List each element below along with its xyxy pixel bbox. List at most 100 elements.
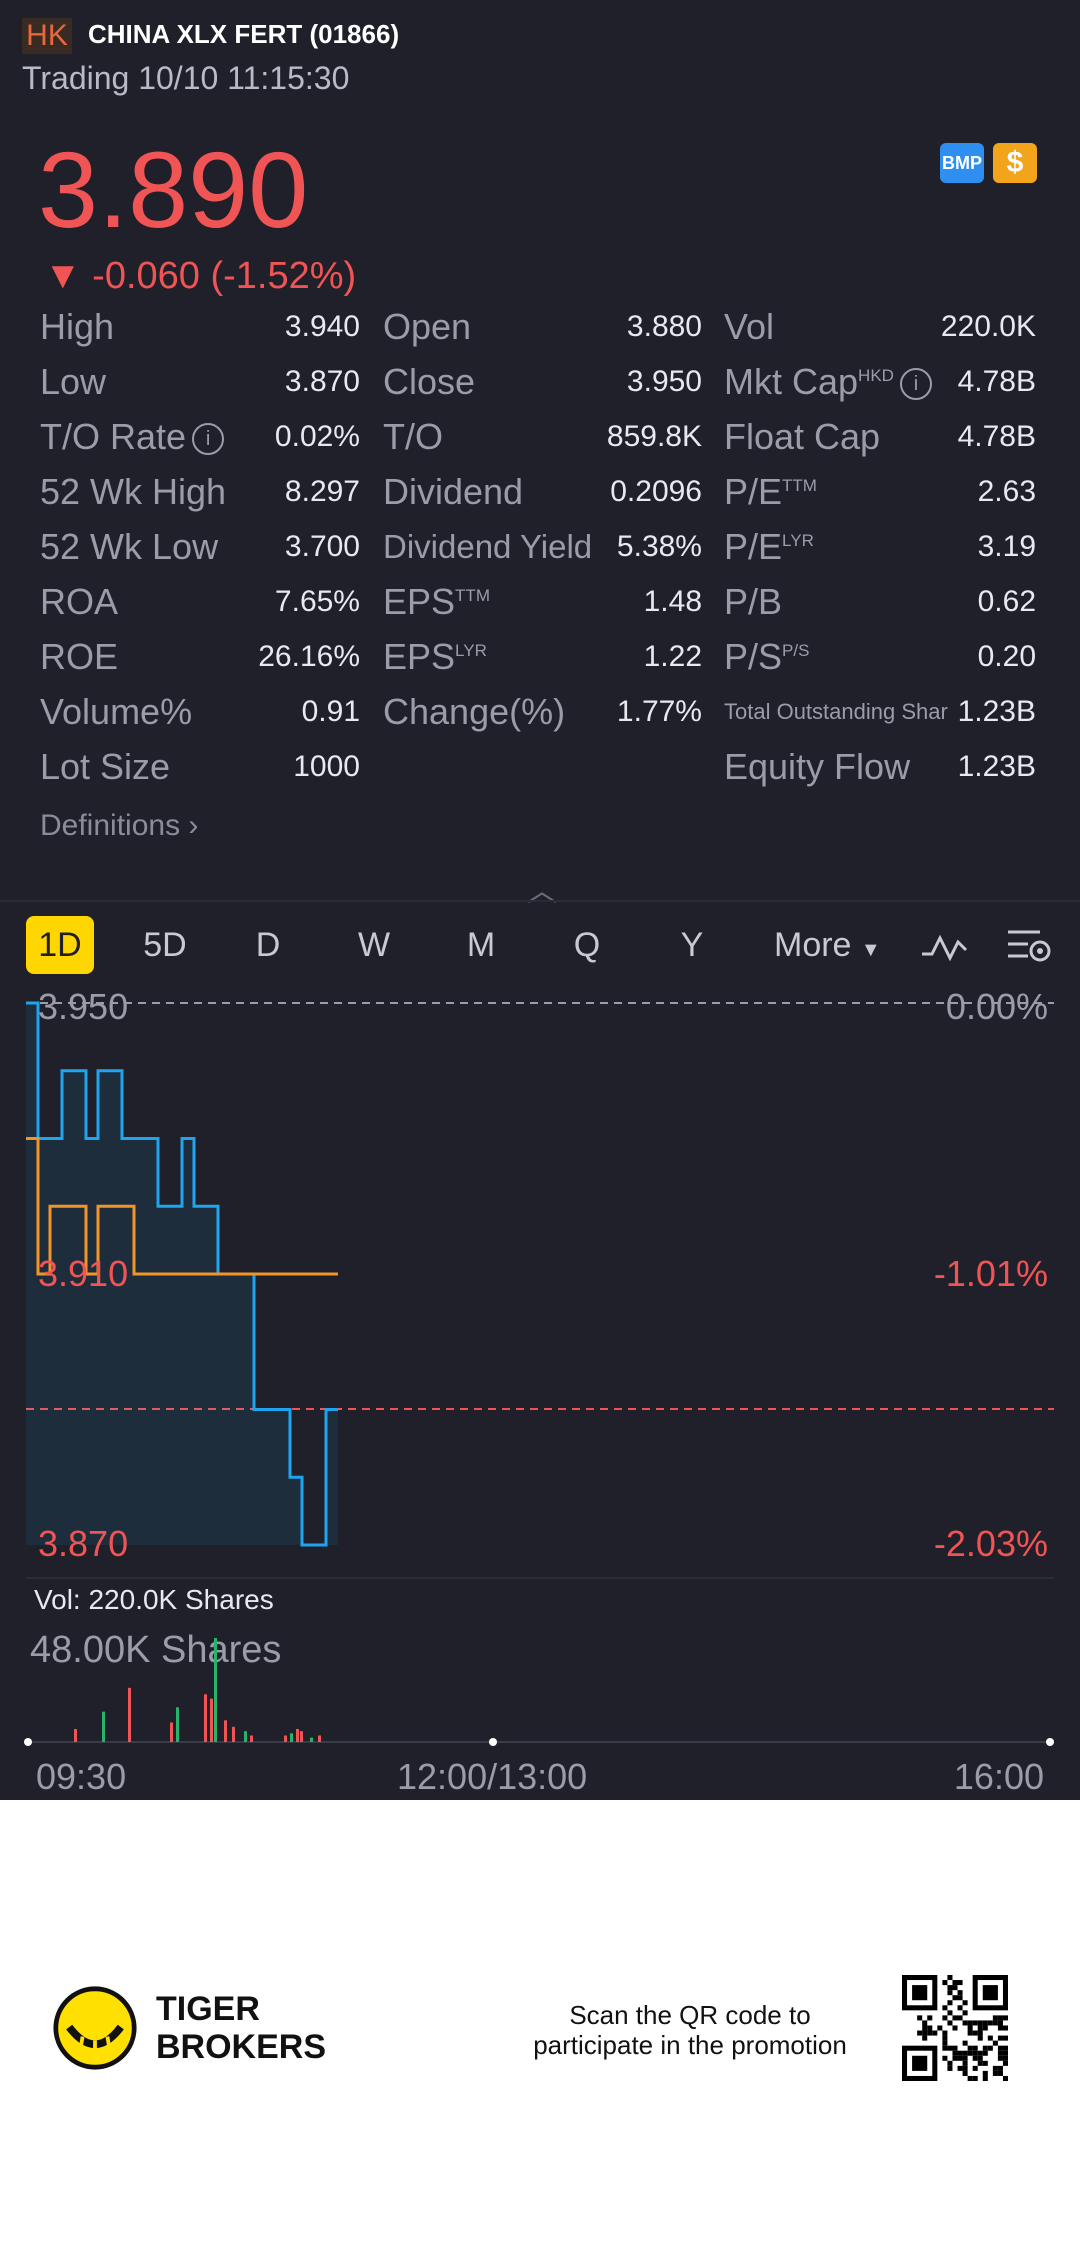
chart-settings-icon[interactable] xyxy=(1006,926,1052,966)
stat-label: ROE xyxy=(40,636,119,677)
stat-label: Total Outstanding Shar xyxy=(724,699,948,724)
stock-name: CHINA XLX FERT (01866) xyxy=(88,19,400,49)
tab-month[interactable]: M xyxy=(466,926,496,964)
volume-bar xyxy=(176,1707,179,1742)
stat-value: 3.950 xyxy=(626,365,702,398)
brand-name: TIGER BROKERS xyxy=(156,1990,327,2066)
info-icon[interactable]: i xyxy=(899,368,932,401)
volume-bar xyxy=(210,1698,213,1742)
volume-bar xyxy=(250,1735,253,1742)
stat-value: 1.77% xyxy=(616,695,702,728)
stat-label: T/O xyxy=(383,416,443,457)
price-label-top: 3.950 xyxy=(38,986,129,1027)
price-label-bottom: 3.870 xyxy=(38,1523,129,1564)
stat-value: 0.2096 xyxy=(610,475,702,508)
stat-label: T/O Rate i xyxy=(40,415,225,459)
stat-value: 7.65% xyxy=(274,585,360,618)
tab-quarter[interactable]: Q xyxy=(573,926,601,964)
qr-code-icon[interactable] xyxy=(902,1975,1008,2081)
stat-label: Float Cap xyxy=(724,416,881,457)
intraday-chart[interactable] xyxy=(0,985,1080,1600)
volume-bar xyxy=(318,1735,321,1742)
divider xyxy=(0,900,1080,902)
tiger-logo-icon xyxy=(53,1986,137,2070)
volume-title: Vol: 220.0K Shares xyxy=(34,1584,274,1615)
volume-bar xyxy=(74,1729,77,1742)
stat-label: 52 Wk High xyxy=(40,471,227,512)
stat-value: 5.38% xyxy=(616,530,702,563)
chevron-right-icon: › xyxy=(188,809,199,842)
volume-chart xyxy=(24,1638,1054,1746)
indicator-icon[interactable] xyxy=(920,928,968,964)
time-label-close: 16:00 xyxy=(953,1756,1044,1797)
stat-label: Low xyxy=(40,361,107,402)
stat-label: Dividend xyxy=(383,471,524,512)
time-label-open: 09:30 xyxy=(36,1756,127,1797)
stat-value: 8.297 xyxy=(284,475,360,508)
stat-label: Volume% xyxy=(40,691,193,732)
stat-label: EPSLYR xyxy=(383,636,487,677)
stat-value: 1.23B xyxy=(957,750,1036,783)
volume-bar xyxy=(170,1722,173,1742)
tab-5d[interactable]: 5D xyxy=(143,926,187,964)
stat-value: 4.78B xyxy=(957,420,1036,453)
stat-label: P/ETTM xyxy=(724,471,817,512)
stat-value: 0.91 xyxy=(301,695,360,728)
collapse-chevron-icon[interactable]: ︿ xyxy=(527,875,557,908)
pct-label-top: 0.00% xyxy=(945,986,1048,1027)
stat-value: 3.700 xyxy=(284,530,360,563)
stat-label: Vol xyxy=(724,306,775,347)
stat-value: 26.16% xyxy=(258,640,360,673)
volume-bar xyxy=(102,1711,105,1742)
info-icon[interactable]: i xyxy=(192,423,225,456)
trading-status: Trading 10/10 11:15:30 xyxy=(22,60,350,96)
volume-bar xyxy=(214,1638,217,1742)
stat-value: 3.880 xyxy=(626,310,702,343)
stat-value: 859.8K xyxy=(606,420,702,453)
stat-value: 3.940 xyxy=(284,310,360,343)
stat-value: 0.62 xyxy=(977,585,1036,618)
volume-bar xyxy=(244,1731,247,1742)
promo-text: Scan the QR code to participate in the p… xyxy=(533,2000,847,2060)
bmp-badge-icon[interactable]: BMP xyxy=(940,143,984,183)
more-dropdown[interactable]: More ▼ xyxy=(774,926,881,964)
stat-label: Lot Size xyxy=(40,746,171,787)
stat-value: 0.20 xyxy=(977,640,1036,673)
stat-value: 1.22 xyxy=(643,640,702,673)
pct-label-bottom: -2.03% xyxy=(933,1523,1048,1564)
volume-bar xyxy=(296,1729,299,1742)
stat-label: Open xyxy=(383,306,472,347)
price-change: ▼ -0.060 (-1.52%) xyxy=(44,255,357,297)
tab-day[interactable]: D xyxy=(255,926,281,964)
volume-bar xyxy=(300,1731,303,1742)
volume-bar xyxy=(284,1735,287,1742)
stat-label: Equity Flow xyxy=(724,746,911,787)
stat-value: 4.78B xyxy=(957,365,1036,398)
price-line xyxy=(26,1001,338,1547)
dollar-badge-icon[interactable]: $ xyxy=(993,143,1037,183)
stat-label: P/B xyxy=(724,581,783,622)
volume-bar xyxy=(204,1694,207,1742)
volume-bar xyxy=(128,1687,131,1742)
pct-label-mid: -1.01% xyxy=(933,1253,1048,1294)
stat-label: EPSTTM xyxy=(383,581,490,622)
tab-1d[interactable]: 1D xyxy=(26,916,94,974)
stat-value: 1.48 xyxy=(643,585,702,618)
stat-value: 220.0K xyxy=(940,310,1036,343)
stat-value: 2.63 xyxy=(977,475,1036,508)
stat-value: 3.19 xyxy=(977,530,1036,563)
definitions-link[interactable]: Definitions › xyxy=(40,809,199,842)
tab-week[interactable]: W xyxy=(357,926,391,964)
stat-label: High xyxy=(40,306,115,347)
stat-label: P/SP/S xyxy=(724,636,810,677)
market-badge: HK xyxy=(22,18,72,54)
caret-down-icon: ▼ xyxy=(860,939,881,961)
stat-label: Change(%) xyxy=(383,691,566,732)
stat-label: Dividend Yield xyxy=(383,528,593,565)
stat-value: 1.23B xyxy=(957,695,1036,728)
average-price-line xyxy=(26,1137,338,1276)
stat-label: ROA xyxy=(40,581,119,622)
tab-year[interactable]: Y xyxy=(680,926,704,964)
time-label-lunch: 12:00/13:00 xyxy=(397,1756,588,1797)
stat-label: Close xyxy=(383,361,476,402)
